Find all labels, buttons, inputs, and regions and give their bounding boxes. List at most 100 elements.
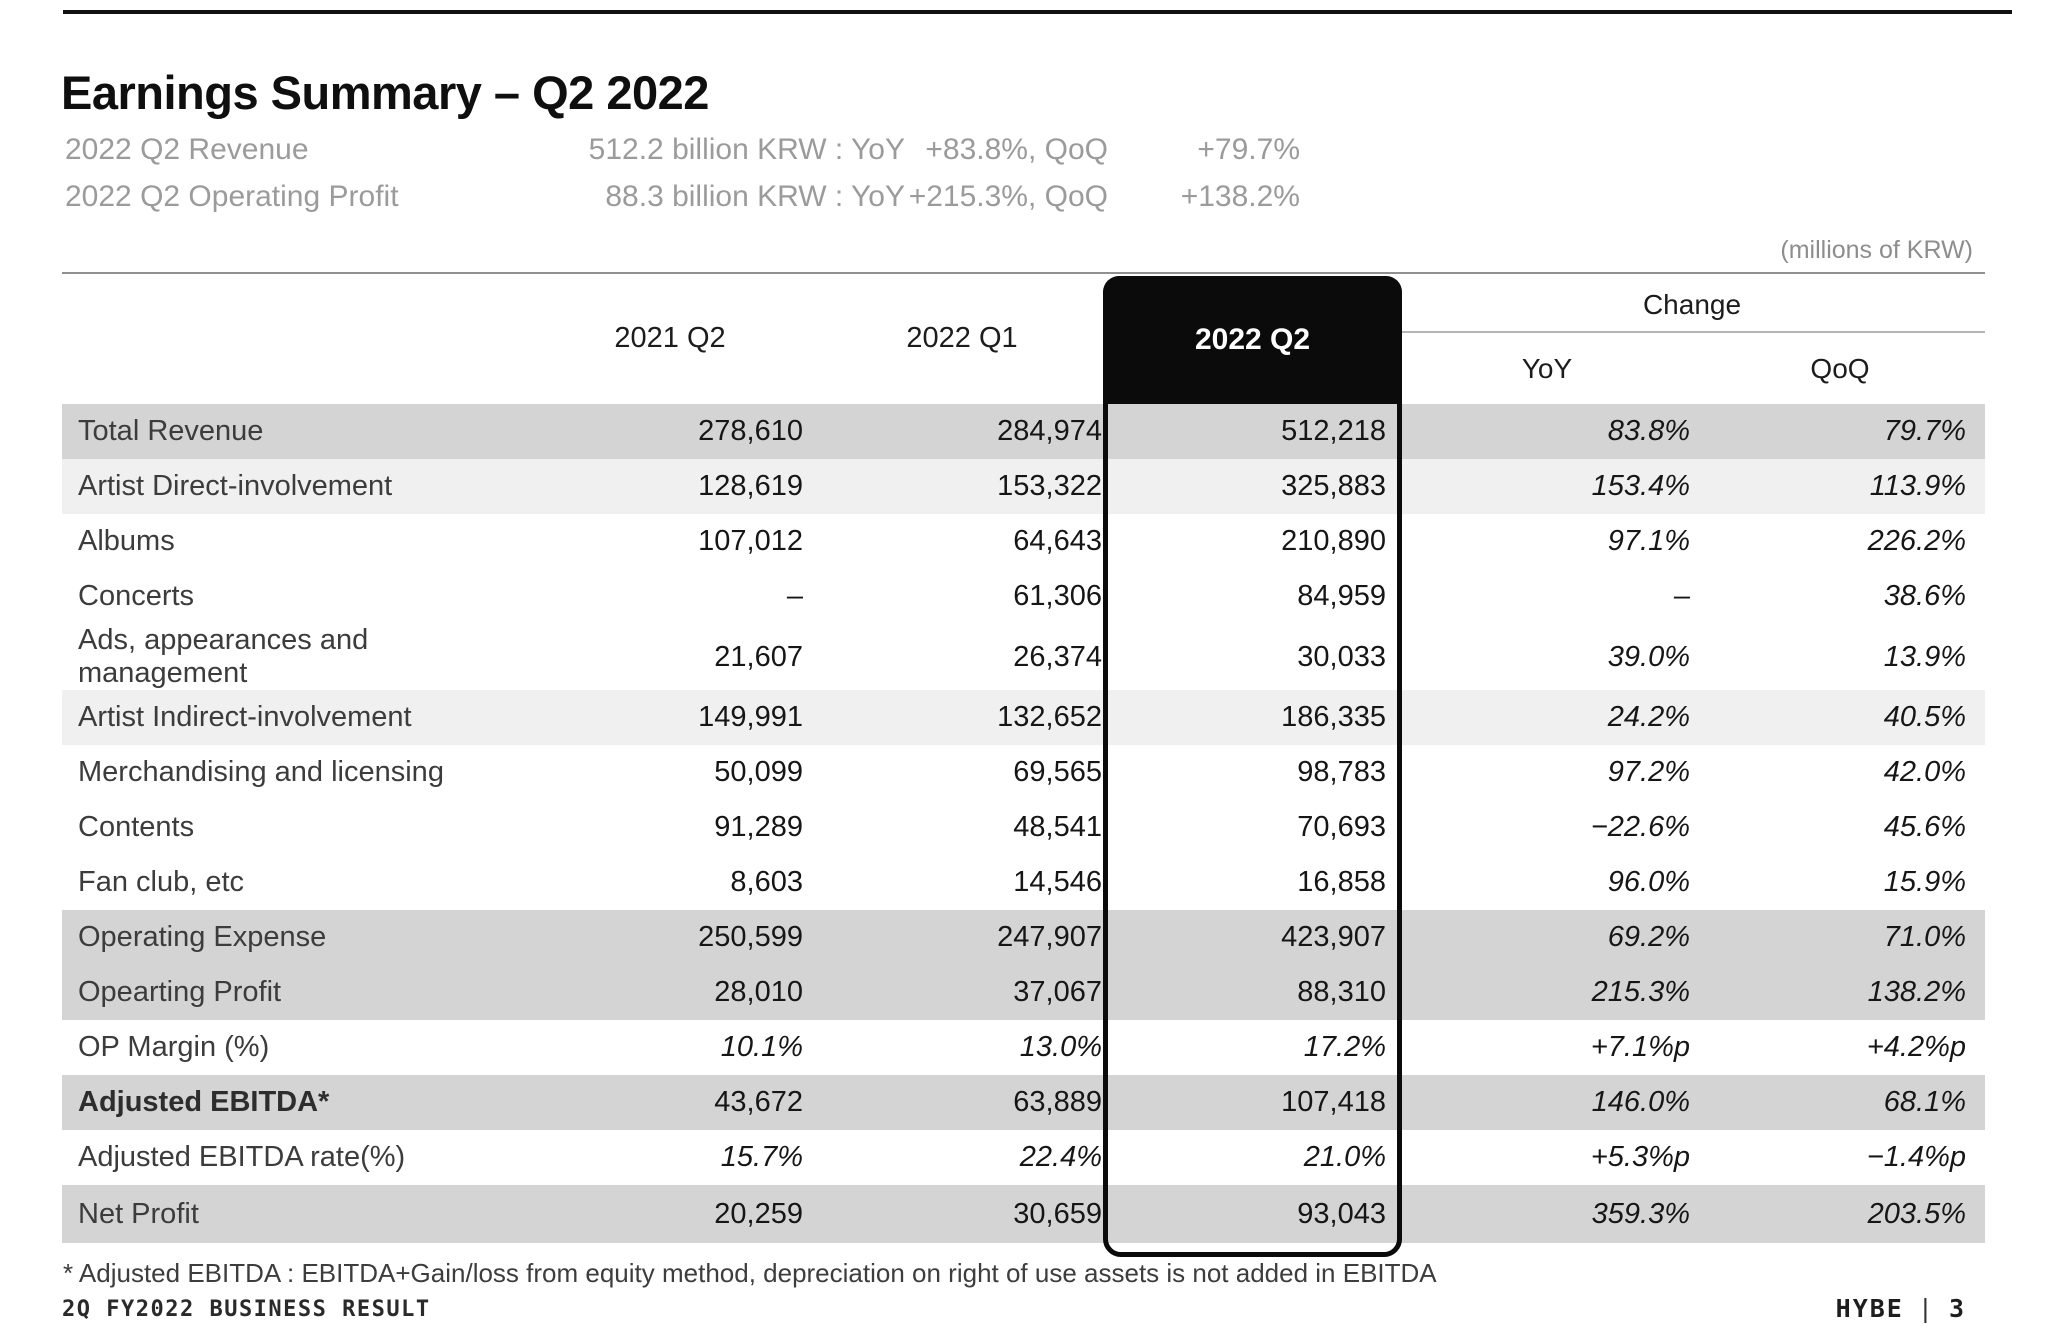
column-header-2022-q1: 2022 Q1 [906,322,1018,354]
footer-divider: | [1917,1294,1935,1323]
cell-2021-q2: 15.7% [720,1141,803,1173]
table-row: Albums 107,012 64,643 210,890 97.1% 226.2% [62,514,1985,569]
kpi-revenue-row: 2022 Q2 Revenue 512.2 billion KRW : YoY … [65,126,1300,173]
cell-2021-q2: 10.1% [720,1031,803,1063]
row-label: Adjusted EBITDA* [78,1086,330,1118]
top-rule [63,10,2012,14]
units-note: (millions of KRW) [1780,236,1973,264]
kpi-operating-profit-row: 2022 Q2 Operating Profit 88.3 billion KR… [65,173,1300,220]
cell-yoy: – [1673,580,1690,612]
row-label: Artist Direct-involvement [78,470,393,502]
column-header-2021-q2: 2021 Q2 [614,322,726,354]
cell-2022-q2: 107,418 [1281,1086,1386,1118]
cell-2022-q2: 17.2% [1303,1031,1386,1063]
row-label: Merchandising and licensing [78,756,444,788]
kpi-revenue-qoq: +79.7% [1197,132,1300,166]
cell-yoy: 146.0% [1591,1086,1690,1118]
cell-qoq: 40.5% [1883,701,1966,733]
row-label: Total Revenue [78,415,264,447]
row-label: Adjusted EBITDA rate(%) [78,1141,406,1173]
row-label: Albums [78,525,175,557]
cell-2022-q1: 13.0% [1019,1031,1102,1063]
table-row: Artist Indirect-involvement 149,991 132,65… [62,690,1985,745]
row-label: Net Profit [78,1197,199,1230]
cell-2021-q2: 278,610 [698,415,803,447]
cell-2022-q2: 210,890 [1281,525,1386,557]
cell-2022-q1: 22.4% [1019,1141,1102,1173]
table-row: OP Margin (%) 10.1% 13.0% 17.2% +7.1%p +4.2%p [62,1020,1985,1075]
kpi-revenue-label: 2022 Q2 Revenue [65,132,309,166]
cell-qoq: 68.1% [1883,1086,1966,1118]
cell-yoy: 215.3% [1591,976,1690,1008]
row-label: Fan club, etc [78,866,245,898]
footnote: * Adjusted EBITDA : EBITDA+Gain/loss fro… [63,1258,1437,1288]
cell-2022-q2: 16,858 [1297,866,1386,898]
cell-2021-q2: 21,607 [714,640,803,673]
cell-qoq: 45.6% [1883,811,1966,843]
cell-yoy: 359.3% [1591,1197,1690,1230]
table-row: Net Profit 20,259 30,659 93,043 359.3% 203.5% [62,1185,1985,1243]
cell-2022-q2: 30,033 [1297,640,1386,673]
cell-2021-q2: 28,010 [714,976,803,1008]
table-row: Adjusted EBITDA rate(%) 15.7% 22.4% 21.0% +5… [62,1130,1985,1185]
cell-2021-q2: 91,289 [714,811,803,843]
brand-logo-text: HYBE [1835,1294,1904,1323]
cell-2022-q1: 30,659 [1013,1197,1102,1230]
cell-qoq: 15.9% [1883,866,1966,898]
cell-2022-q1: 14,546 [1013,866,1102,898]
cell-2022-q1: 69,565 [1013,756,1102,788]
column-header-yoy: YoY [1521,353,1573,384]
cell-2022-q1: 61,306 [1013,580,1102,612]
cell-yoy: 96.0% [1607,866,1690,898]
cell-yoy: 83.8% [1607,415,1690,447]
cell-2021-q2: 50,099 [714,756,803,788]
cell-yoy: 39.0% [1607,640,1690,673]
kpi-revenue-value: 512.2 billion KRW : YoY [588,132,905,166]
cell-2021-q2: 250,599 [698,921,803,953]
cell-qoq: 38.6% [1883,580,1966,612]
table-row: Concerts – 61,306 84,959 – 38.6% [62,569,1985,624]
cell-yoy: +7.1%p [1590,1031,1690,1063]
cell-qoq: 138.2% [1867,976,1966,1008]
cell-2022-q1: 64,643 [1013,525,1102,557]
table-body: Total Revenue 278,610 284,974 512,218 83.8% 7… [62,404,1985,1243]
cell-qoq: +4.2%p [1866,1031,1966,1063]
cell-2022-q1: 247,907 [997,921,1102,953]
cell-2022-q2: 93,043 [1297,1197,1386,1230]
table-row: Merchandising and licensing 50,099 69,565 9… [62,745,1985,800]
kpi-op-label: 2022 Q2 Operating Profit [65,179,399,213]
cell-qoq: −1.4%p [1866,1141,1966,1173]
cell-2022-q2: 70,693 [1297,811,1386,843]
cell-qoq: 71.0% [1883,921,1966,953]
cell-yoy: 24.2% [1607,701,1690,733]
cell-yoy: +5.3%p [1590,1141,1690,1173]
kpi-op-qoq: +138.2% [1180,179,1300,213]
cell-qoq: 203.5% [1867,1197,1966,1230]
cell-2022-q2: 512,218 [1281,415,1386,447]
cell-2022-q2: 21.0% [1303,1141,1386,1173]
cell-2022-q2: 88,310 [1297,976,1386,1008]
cell-2022-q1: 37,067 [1013,976,1102,1008]
cell-yoy: 97.2% [1607,756,1690,788]
column-header-change: Change [1642,289,1742,320]
table-top-border [62,272,1985,274]
cell-qoq: 42.0% [1883,756,1966,788]
cell-yoy: 69.2% [1607,921,1690,953]
cell-2022-q1: 132,652 [997,701,1102,733]
page-number: 3 [1948,1294,1966,1323]
row-label: Opearting Profit [78,976,282,1008]
cell-yoy: −22.6% [1590,811,1690,843]
cell-2022-q1: 63,889 [1013,1086,1102,1118]
cell-2022-q2: 423,907 [1281,921,1386,953]
cell-qoq: 79.7% [1883,415,1966,447]
kpi-summary: 2022 Q2 Revenue 512.2 billion KRW : YoY … [65,126,1300,220]
cell-2021-q2: 107,012 [698,525,803,557]
cell-2022-q2: 186,335 [1281,701,1386,733]
kpi-op-value: 88.3 billion KRW : YoY [605,179,905,213]
table-row: Adjusted EBITDA* 43,672 63,889 107,418 146.0… [62,1075,1985,1130]
cell-qoq: 113.9% [1869,470,1966,502]
page-title: Earnings Summary – Q2 2022 [61,66,709,120]
change-header-underline [1402,331,1985,333]
cell-qoq: 13.9% [1883,640,1966,673]
